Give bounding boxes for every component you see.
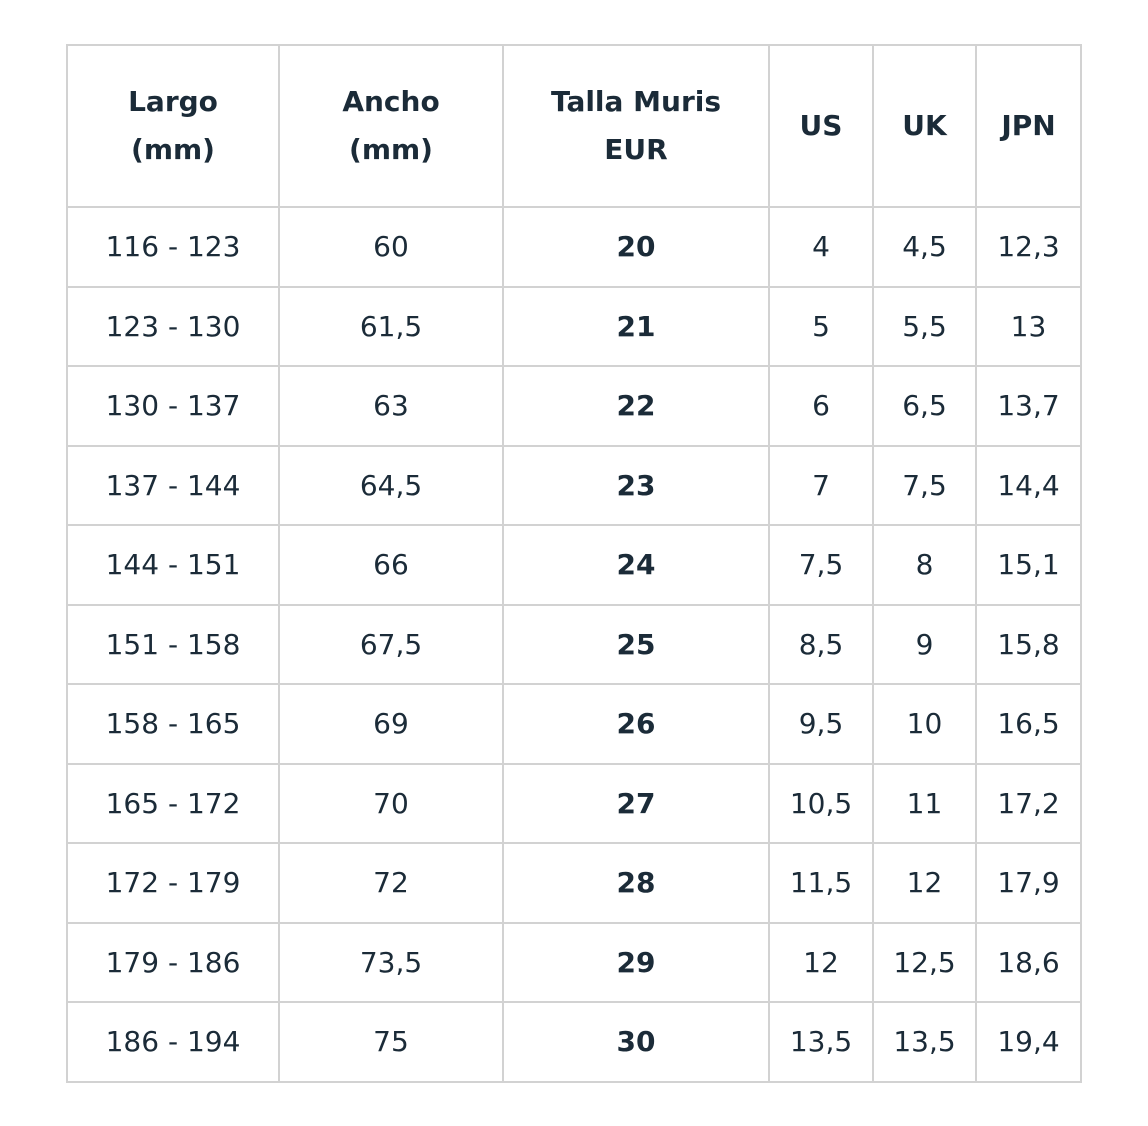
table-cell: 10	[872, 683, 977, 765]
table-cell: 67,5	[278, 603, 504, 685]
table-cell: 172 - 179	[66, 842, 280, 924]
table-cell: 63	[278, 365, 504, 447]
header-text: UK	[902, 109, 947, 142]
header-cell: Largo (mm)	[66, 44, 280, 208]
table-cell: 25	[502, 603, 770, 685]
header-text: (mm)	[349, 133, 433, 166]
table-cell: 28	[502, 842, 770, 924]
table-cell: 19,4	[975, 1001, 1082, 1083]
table-cell: 13,5	[872, 1001, 977, 1083]
table-cell: 12	[872, 842, 977, 924]
table-row: 172 - 179 72 28 11,5 12 17,9	[66, 842, 1082, 924]
table-row: 137 - 144 64,5 23 7 7,5 14,4	[66, 444, 1082, 526]
table-row: 116 - 123 60 20 4 4,5 12,3	[66, 206, 1082, 288]
table-row: 179 - 186 73,5 29 12 12,5 18,6	[66, 921, 1082, 1003]
table-cell: 116 - 123	[66, 206, 280, 288]
table-cell: 179 - 186	[66, 921, 280, 1003]
table-cell: 66	[278, 524, 504, 606]
table-cell: 20	[502, 206, 770, 288]
header-cell: Ancho (mm)	[278, 44, 504, 208]
table-cell: 13	[975, 285, 1082, 367]
table-row: 158 - 165 69 26 9,5 10 16,5	[66, 683, 1082, 765]
table-cell: 158 - 165	[66, 683, 280, 765]
table-cell: 10,5	[768, 762, 874, 844]
header-text: Ancho	[342, 85, 440, 118]
table-cell: 4	[768, 206, 874, 288]
table-cell: 60	[278, 206, 504, 288]
table-cell: 7	[768, 444, 874, 526]
table-cell: 12,3	[975, 206, 1082, 288]
table-cell: 16,5	[975, 683, 1082, 765]
header-row: Largo (mm) Ancho (mm) Talla Muris EUR US UK JPN	[66, 44, 1082, 208]
table-row: 130 - 137 63 22 6 6,5 13,7	[66, 365, 1082, 447]
table-cell: 7,5	[768, 524, 874, 606]
table-cell: 5,5	[872, 285, 977, 367]
header-cell: Talla Muris EUR	[502, 44, 770, 208]
table-cell: 14,4	[975, 444, 1082, 526]
size-table: Largo (mm) Ancho (mm) Talla Muris EUR US UK JPN …	[66, 44, 1082, 1083]
table-row: 123 - 130 61,5 21 5 5,5 13	[66, 285, 1082, 367]
table-cell: 13,7	[975, 365, 1082, 447]
table-row: 151 - 158 67,5 25 8,5 9 15,8	[66, 603, 1082, 685]
table-cell: 144 - 151	[66, 524, 280, 606]
table-cell: 12	[768, 921, 874, 1003]
table-cell: 21	[502, 285, 770, 367]
table-cell: 6	[768, 365, 874, 447]
table-cell: 186 - 194	[66, 1001, 280, 1083]
table-cell: 24	[502, 524, 770, 606]
header-text: Largo	[128, 85, 218, 118]
table-cell: 22	[502, 365, 770, 447]
table-cell: 70	[278, 762, 504, 844]
header-cell: UK	[872, 44, 977, 208]
table-cell: 130 - 137	[66, 365, 280, 447]
table-cell: 15,1	[975, 524, 1082, 606]
table-cell: 29	[502, 921, 770, 1003]
table-cell: 27	[502, 762, 770, 844]
table-cell: 5	[768, 285, 874, 367]
table-cell: 9,5	[768, 683, 874, 765]
table-cell: 8	[872, 524, 977, 606]
table-cell: 30	[502, 1001, 770, 1083]
table-row: 186 - 194 75 30 13,5 13,5 19,4	[66, 1001, 1082, 1083]
table-header: Largo (mm) Ancho (mm) Talla Muris EUR US UK JPN	[66, 44, 1082, 208]
table-cell: 9	[872, 603, 977, 685]
table-cell: 17,9	[975, 842, 1082, 924]
table-cell: 17,2	[975, 762, 1082, 844]
table-row: 165 - 172 70 27 10,5 11 17,2	[66, 762, 1082, 844]
table-cell: 11,5	[768, 842, 874, 924]
table-cell: 13,5	[768, 1001, 874, 1083]
table-cell: 64,5	[278, 444, 504, 526]
table-cell: 23	[502, 444, 770, 526]
table-cell: 165 - 172	[66, 762, 280, 844]
table-cell: 137 - 144	[66, 444, 280, 526]
header-cell: JPN	[975, 44, 1082, 208]
table-cell: 6,5	[872, 365, 977, 447]
header-text: Talla Muris	[550, 85, 722, 118]
table-cell: 15,8	[975, 603, 1082, 685]
header-text: (mm)	[131, 133, 215, 166]
table-cell: 26	[502, 683, 770, 765]
table-cell: 11	[872, 762, 977, 844]
header-text: US	[799, 109, 843, 142]
table-cell: 123 - 130	[66, 285, 280, 367]
header-text: JPN	[1001, 109, 1056, 142]
table-cell: 18,6	[975, 921, 1082, 1003]
table-cell: 151 - 158	[66, 603, 280, 685]
table-cell: 4,5	[872, 206, 977, 288]
table-cell: 73,5	[278, 921, 504, 1003]
table-cell: 75	[278, 1001, 504, 1083]
header-text: EUR	[604, 133, 668, 166]
table-cell: 12,5	[872, 921, 977, 1003]
table-cell: 72	[278, 842, 504, 924]
table-body: 116 - 123 60 20 4 4,5 12,3 123 - 130 61,5 21 5 5,5…	[66, 206, 1082, 1083]
table-cell: 8,5	[768, 603, 874, 685]
table-cell: 7,5	[872, 444, 977, 526]
table-cell: 61,5	[278, 285, 504, 367]
table-cell: 69	[278, 683, 504, 765]
header-cell: US	[768, 44, 874, 208]
table-row: 144 - 151 66 24 7,5 8 15,1	[66, 524, 1082, 606]
